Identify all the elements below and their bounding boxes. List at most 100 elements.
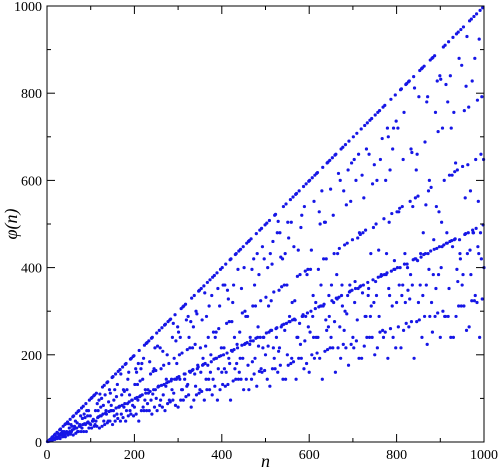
data-point [450,238,454,243]
data-point [255,252,259,256]
data-point [320,189,324,193]
data-point [426,95,430,99]
data-point [202,284,206,288]
data-point [298,342,303,346]
data-point [241,356,245,360]
data-point [477,37,481,41]
data-point [358,232,362,237]
data-point [178,377,182,381]
data-point [145,409,149,413]
data-point [429,249,433,253]
data-point [207,304,211,308]
data-point [335,272,339,277]
data-point [447,173,452,177]
data-point [250,360,254,364]
data-point [273,212,278,217]
data-point [415,320,419,324]
data-point [433,314,437,319]
data-point [227,320,231,324]
data-point [293,299,297,303]
data-point [107,388,112,392]
data-point [159,367,163,371]
x-tick-label: 800 [386,448,407,463]
data-point [240,311,244,315]
data-point [327,314,331,319]
data-point [349,342,353,346]
data-point [347,139,351,143]
data-point [481,6,485,10]
data-point [135,395,139,400]
x-tick-label: 1000 [470,448,498,463]
data-point [204,314,209,319]
data-point [175,361,179,366]
data-point [346,168,350,172]
data-point [310,176,314,180]
data-point [82,429,86,434]
data-point [193,342,197,346]
data-point [225,288,230,292]
data-point [328,158,332,162]
data-point [407,325,411,329]
data-point [395,266,400,270]
data-point [469,272,473,277]
data-point [297,189,301,193]
data-point [271,239,275,244]
data-point [290,300,294,305]
data-point [252,372,256,376]
data-point [130,398,134,402]
data-point [222,346,226,350]
data-point [401,157,405,162]
data-point [346,293,350,298]
data-point [448,74,452,78]
data-point [160,405,164,409]
data-point [157,384,161,388]
data-point [58,427,63,431]
data-point [457,238,462,242]
data-point [193,384,198,388]
data-point [191,325,195,329]
data-point [296,248,300,252]
data-point [247,388,251,392]
data-point [154,396,158,400]
data-point [199,370,203,374]
data-point [270,328,274,332]
data-point [280,257,285,261]
data-point [417,318,421,322]
data-point [421,231,425,235]
data-point [385,126,390,130]
data-point [410,150,414,155]
data-point [427,267,431,271]
data-point [155,331,159,335]
data-point [138,379,142,383]
data-point [426,189,431,193]
data-point [395,300,399,305]
data-point [255,384,259,388]
data-point [152,405,157,409]
data-point [437,210,441,214]
data-point [426,252,430,256]
data-point [276,219,280,223]
data-point [153,388,157,392]
data-point [81,404,85,408]
data-point [466,163,470,167]
data-point [419,252,423,256]
data-point [95,424,99,428]
data-point [455,168,459,172]
data-point [381,335,386,339]
data-point [203,361,207,366]
data-point [436,272,441,277]
data-point [403,252,407,256]
data-point [277,346,282,350]
data-point [173,403,178,407]
data-point [433,54,437,58]
data-point [364,314,368,319]
data-point [340,304,345,308]
data-point [435,79,439,83]
data-point [439,266,443,270]
data-point [71,433,75,437]
data-point [341,342,345,346]
data-point [69,432,73,436]
data-point [405,266,410,270]
data-point [158,403,162,407]
data-point [157,328,161,332]
